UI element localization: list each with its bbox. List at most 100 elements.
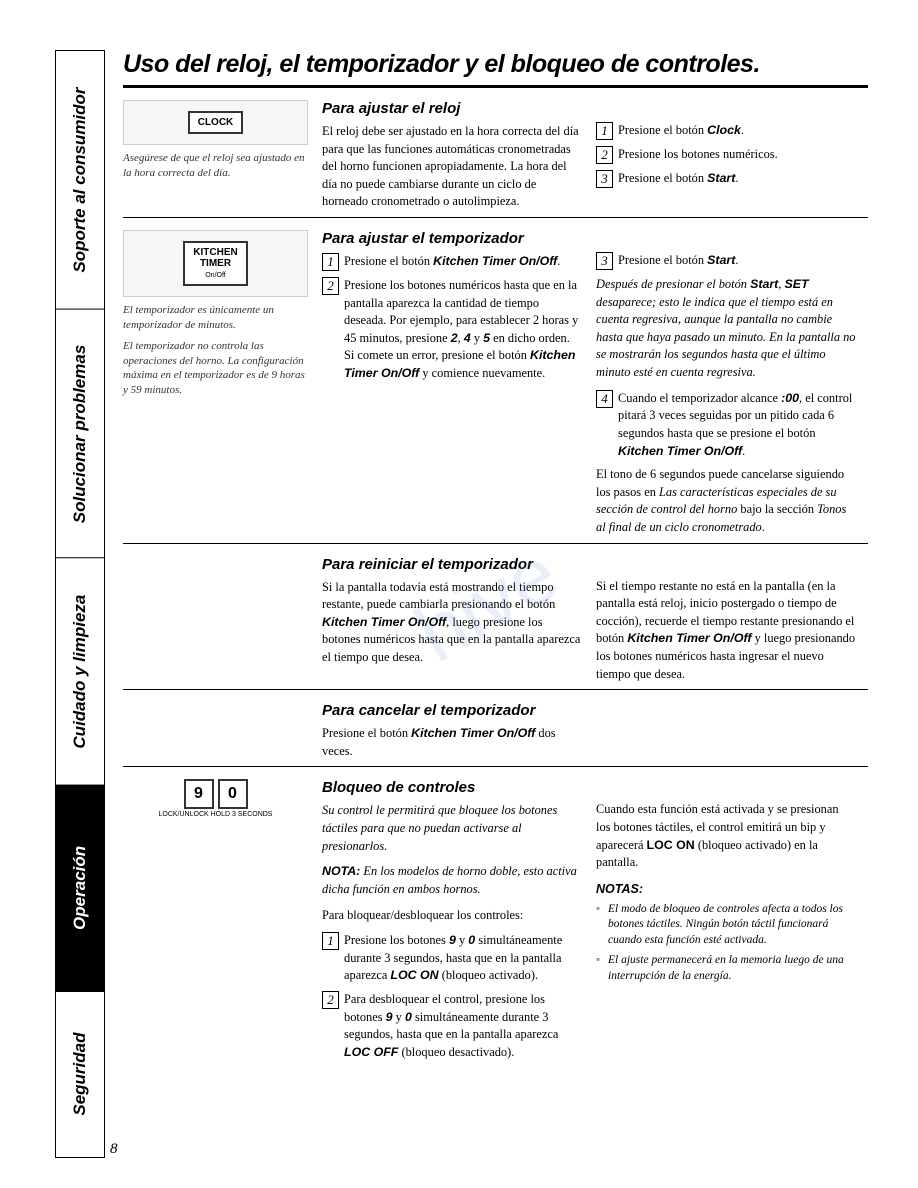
tab-soporte[interactable]: Soporte al consumidor — [56, 51, 104, 310]
step-num: 1 — [322, 253, 339, 271]
reset-left-text: Si la pantalla todavía está mostrando el… — [322, 579, 582, 667]
lock-step2: 2 Para desbloquear el control, presione … — [322, 991, 582, 1061]
step-num-1: 1 — [596, 122, 613, 140]
lock-note2: ▪El ajuste permanecerá en la memoria lue… — [596, 953, 856, 984]
t: y — [393, 1010, 405, 1024]
t: . — [557, 254, 560, 268]
bullet-icon: ▪ — [596, 953, 608, 984]
t: Presione el botón — [344, 254, 433, 268]
reset-right-text: Si el tiempo restante no está en la pant… — [596, 578, 856, 684]
t: Kitchen Timer On/Off — [627, 631, 751, 645]
tab-solucionar[interactable]: Solucionar problemas — [56, 310, 104, 558]
tab-cuidado[interactable]: Cuidado y limpieza — [56, 558, 104, 786]
clock-step1: 1 Presione el botón Clock. — [596, 122, 856, 140]
timer-step1: 1 Presione el botón Kitchen Timer On/Off… — [322, 253, 582, 271]
t: Start — [707, 171, 735, 185]
timer-step1-text: Presione el botón Kitchen Timer On/Off. — [344, 253, 582, 271]
cancel-mid: Para cancelar el temporizador Presione e… — [322, 702, 582, 760]
t: Presione los botones — [344, 933, 449, 947]
lock-right-text: Cuando esta función está activada y se p… — [596, 801, 856, 871]
rule-1 — [123, 217, 868, 218]
clock-caption: Asegúrese de que el reloj sea ajustado e… — [123, 151, 308, 181]
timer-step3-text: Presione el botón Start. — [618, 252, 856, 270]
timer-step4: 4 Cuando el temporizador alcance :00, el… — [596, 390, 856, 460]
t: :00 — [781, 391, 799, 405]
timer-button-graphic: KITCHEN TIMER On/Off — [123, 230, 308, 297]
clock-step2: 2 Presione los botones numéricos. — [596, 146, 856, 164]
clock-mid: Para ajustar el reloj El reloj debe ser … — [322, 100, 582, 211]
bullet-icon: ▪ — [596, 902, 608, 949]
section-clock: CLOCK Asegúrese de que el reloj sea ajus… — [123, 100, 868, 211]
step-num: 1 — [322, 932, 339, 950]
timer-step2-text: Presione los botones numéricos hasta que… — [344, 277, 582, 383]
cancel-left — [123, 702, 308, 760]
lock-left: 90 LOCK/UNLOCK HOLD 3 SECONDS — [123, 779, 308, 1067]
lock-right: Cuando esta función está activada y se p… — [596, 779, 856, 1067]
t: LOC ON — [647, 838, 695, 852]
cancel-text: Presione el botón Kitchen Timer On/Off d… — [322, 725, 582, 760]
t: Presione el botón — [322, 726, 411, 740]
t: El ajuste permanecerá en la memoria lueg… — [608, 953, 856, 984]
t: Si la pantalla todavía está mostrando el… — [322, 580, 555, 612]
step-num: 2 — [322, 277, 339, 295]
t: Start — [707, 253, 735, 267]
timer-caption1: El temporizador es únicamente un tempori… — [123, 303, 308, 333]
t: Después de presionar el botón — [596, 277, 750, 291]
t: Presione el botón — [618, 123, 707, 137]
section-lock: 90 LOCK/UNLOCK HOLD 3 SECONDS Bloqueo de… — [123, 779, 868, 1067]
t: SET — [785, 277, 809, 291]
timer-caption2: El temporizador no controla las operacio… — [123, 339, 308, 398]
cancel-heading: Para cancelar el temporizador — [322, 702, 582, 719]
step-num: 2 — [322, 991, 339, 1009]
reset-right: Si el tiempo restante no está en la pant… — [596, 556, 856, 684]
t: 4 — [464, 331, 471, 345]
clock-right: 1 Presione el botón Clock. 2 Presione lo… — [596, 100, 856, 211]
key-0: 0 — [218, 779, 248, 809]
page-container: Soporte al consumidor Solucionar problem… — [55, 50, 868, 1158]
t: Cuando el temporizador alcance — [618, 391, 781, 405]
t: Kitchen Timer On/Off — [322, 615, 446, 629]
t: Presione el botón — [618, 253, 707, 267]
clock-step3: 3 Presione el botón Start. — [596, 170, 856, 188]
reset-mid: Para reiniciar el temporizador Si la pan… — [322, 556, 582, 684]
side-tabs: Soporte al consumidor Solucionar problem… — [55, 50, 105, 1158]
t: bajo la sección — [737, 502, 817, 516]
timer-step3: 3 Presione el botón Start. — [596, 252, 856, 270]
notas-label: NOTAS: — [596, 882, 856, 896]
t: . — [735, 171, 738, 185]
cancel-right — [596, 702, 856, 760]
content-area: hive Uso del reloj, el temporizador y el… — [105, 50, 868, 1158]
section-timer-cancel: Para cancelar el temporizador Presione e… — [123, 702, 868, 760]
tab-seguridad[interactable]: Seguridad — [56, 992, 104, 1157]
t: NOTA: — [322, 864, 360, 878]
timer-heading: Para ajustar el temporizador — [322, 230, 582, 247]
t: 5 — [483, 331, 490, 345]
clock-step2-text: Presione los botones numéricos. — [618, 146, 856, 164]
rule-3 — [123, 689, 868, 690]
timer-right: 3 Presione el botón Start. Después de pr… — [596, 230, 856, 537]
step-num: 4 — [596, 390, 613, 408]
t: . — [735, 253, 738, 267]
tab-operacion[interactable]: Operación — [56, 785, 104, 992]
t: 2 — [451, 331, 458, 345]
clock-step1-text: Presione el botón Clock. — [618, 122, 856, 140]
t: . — [762, 520, 765, 534]
t: . — [742, 444, 745, 458]
t: . — [741, 123, 744, 137]
lock-step1-text: Presione los botones 9 y 0 simultáneamen… — [344, 932, 582, 985]
key-9: 9 — [184, 779, 214, 809]
t: (bloqueo activado). — [439, 968, 538, 982]
t: Clock — [707, 123, 741, 137]
page-title: Uso del reloj, el temporizador y el bloq… — [123, 50, 868, 79]
t: y comience nuevamente. — [419, 366, 545, 380]
title-rule — [123, 85, 868, 88]
keypad-graphic: 90 LOCK/UNLOCK HOLD 3 SECONDS — [123, 779, 308, 818]
clock-intro: El reloj debe ser ajustado en la hora co… — [322, 123, 582, 211]
timer-btn: KITCHEN TIMER On/Off — [183, 241, 247, 286]
t: Kitchen Timer On/Off — [433, 254, 557, 268]
t: LOC ON — [390, 968, 438, 982]
t: El modo de bloqueo de controles afecta a… — [608, 902, 856, 949]
lock-step1: 1 Presione los botones 9 y 0 simultáneam… — [322, 932, 582, 985]
t: KITCHEN — [193, 247, 237, 258]
step-num-2: 2 — [596, 146, 613, 164]
